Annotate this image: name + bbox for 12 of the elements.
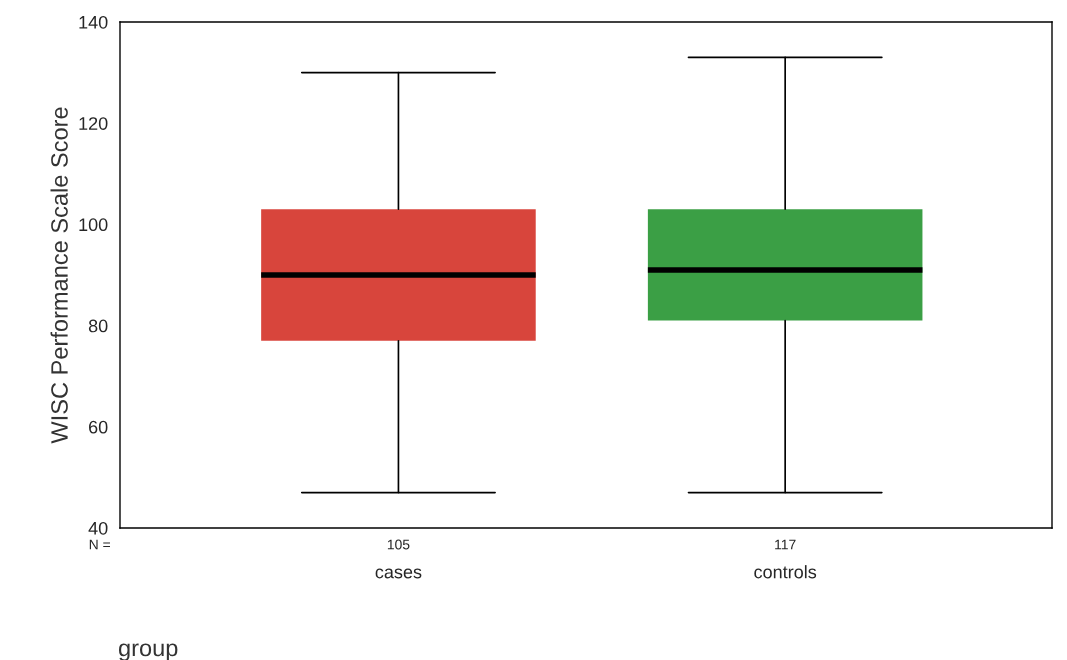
y-tick-label: 140 [79, 15, 108, 29]
y-tick-label: 120 [79, 117, 108, 130]
y-tick-label: 40 [88, 521, 108, 535]
x-tick-label: cases [375, 568, 422, 579]
text: 117 [775, 539, 796, 550]
y-tick-label: 100 [79, 218, 108, 232]
x-tick-label: controls [754, 565, 817, 579]
y-axis-title: WISC Performance Scale Score [50, 107, 68, 444]
y-tick-label: 80 [88, 319, 108, 333]
text: 105 [387, 539, 410, 550]
text: N = [89, 539, 110, 550]
y-tick-label: 60 [89, 420, 108, 434]
